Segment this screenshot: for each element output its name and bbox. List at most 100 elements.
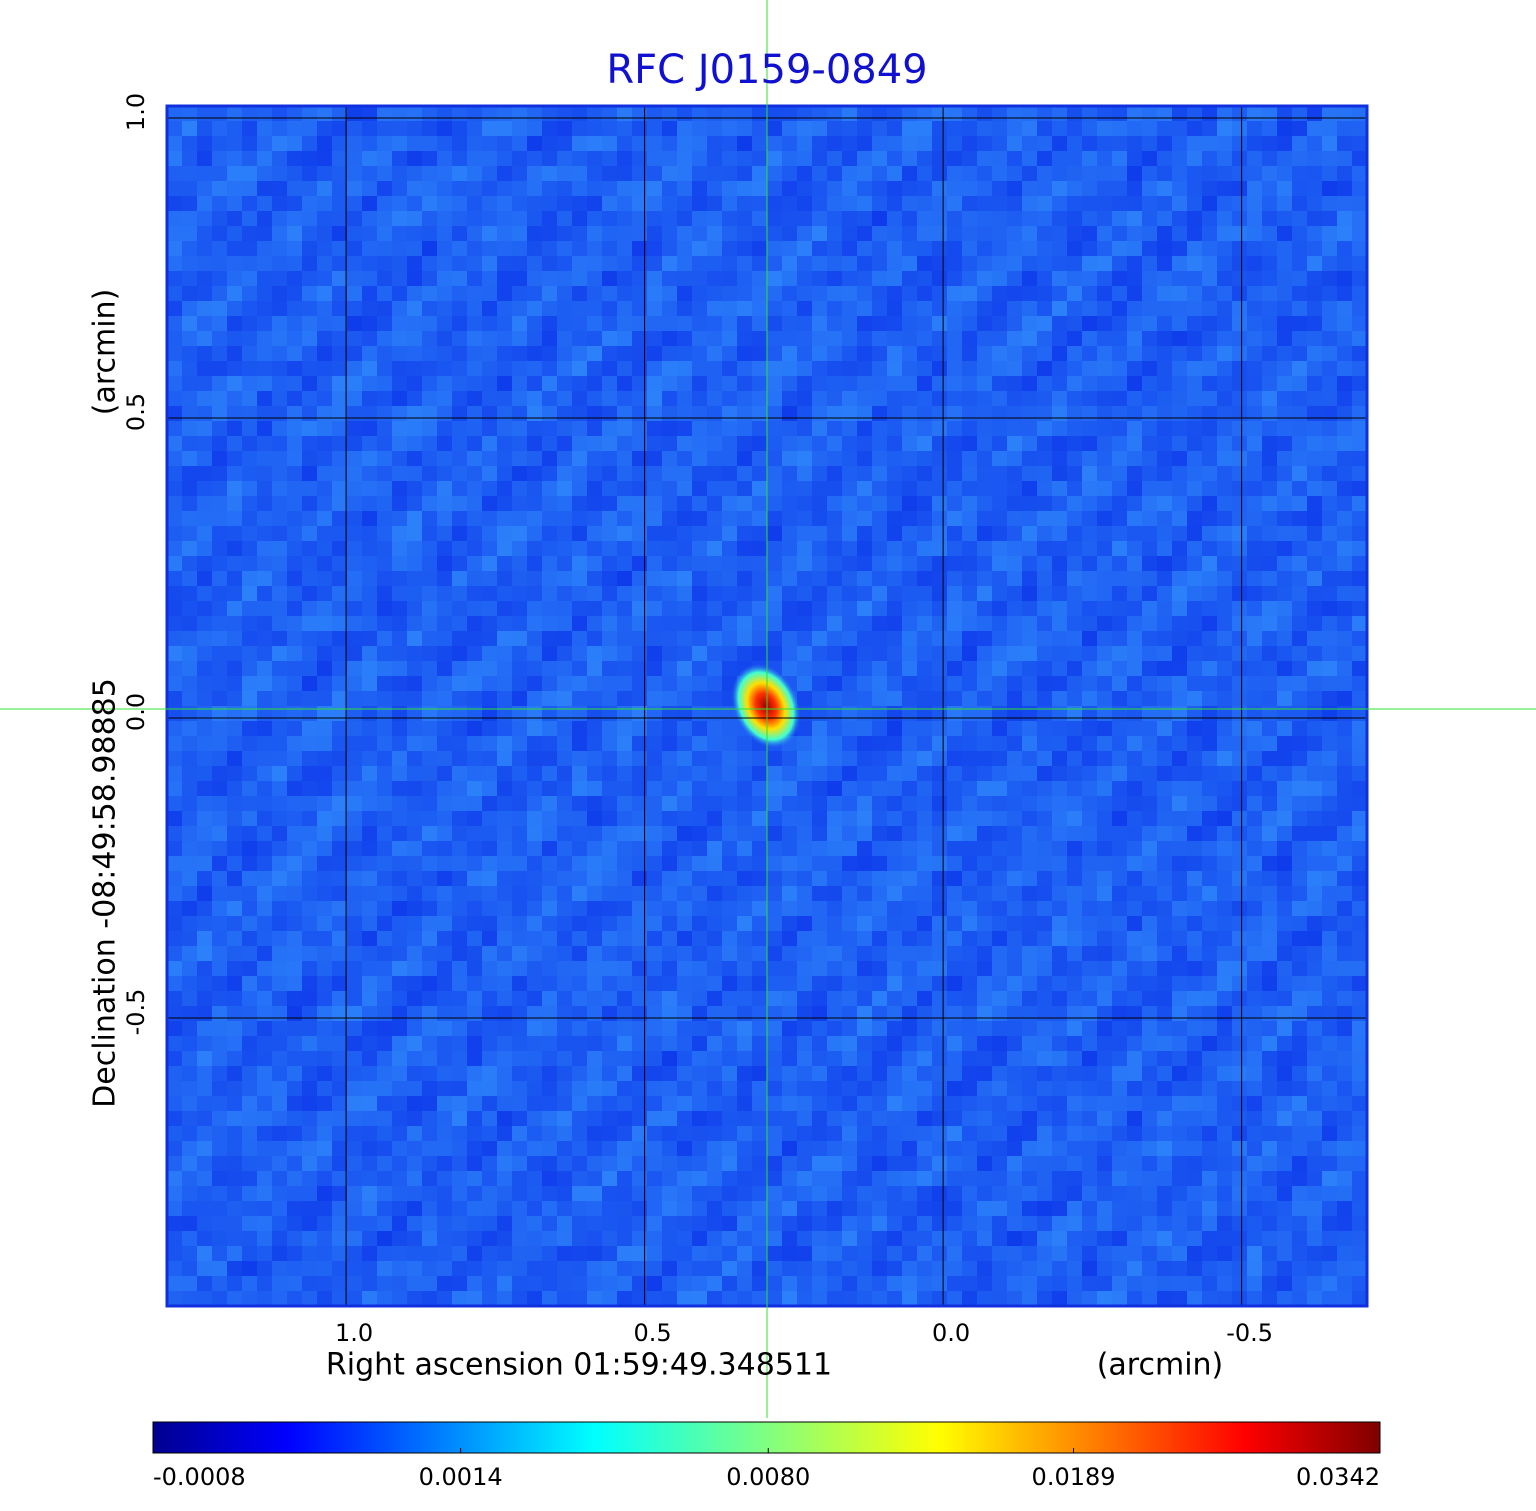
pixel bbox=[302, 1201, 318, 1217]
pixel bbox=[512, 721, 528, 737]
pixel bbox=[332, 541, 348, 557]
pixel bbox=[392, 796, 408, 812]
pixel bbox=[857, 1081, 873, 1097]
pixel bbox=[632, 376, 648, 392]
pixel bbox=[227, 1021, 243, 1037]
pixel bbox=[332, 646, 348, 662]
pixel bbox=[827, 1156, 843, 1172]
pixel bbox=[902, 616, 918, 632]
pixel bbox=[332, 1231, 348, 1247]
pixel bbox=[917, 421, 933, 437]
pixel bbox=[437, 436, 453, 452]
pixel bbox=[287, 241, 303, 257]
pixel bbox=[872, 886, 888, 902]
pixel bbox=[182, 526, 198, 542]
pixel bbox=[992, 871, 1008, 887]
pixel bbox=[482, 826, 498, 842]
pixel bbox=[1082, 1261, 1098, 1277]
pixel bbox=[752, 466, 768, 482]
pixel bbox=[797, 946, 813, 962]
pixel bbox=[887, 526, 903, 542]
pixel bbox=[647, 556, 663, 572]
pixel bbox=[917, 331, 933, 347]
pixel bbox=[947, 766, 963, 782]
pixel bbox=[827, 1036, 843, 1052]
pixel bbox=[557, 571, 573, 587]
pixel bbox=[227, 646, 243, 662]
pixel bbox=[422, 151, 438, 167]
pixel bbox=[827, 586, 843, 602]
pixel bbox=[857, 271, 873, 287]
pixel bbox=[317, 1081, 333, 1097]
pixel bbox=[932, 1006, 948, 1022]
pixel bbox=[467, 256, 483, 272]
pixel bbox=[272, 406, 288, 422]
pixel bbox=[827, 166, 843, 182]
pixel bbox=[362, 1201, 378, 1217]
pixel bbox=[212, 556, 228, 572]
pixel bbox=[302, 136, 318, 152]
pixel bbox=[902, 331, 918, 347]
pixel bbox=[257, 1021, 273, 1037]
pixel bbox=[422, 646, 438, 662]
pixel bbox=[542, 736, 558, 752]
pixel bbox=[587, 811, 603, 827]
pixel bbox=[482, 796, 498, 812]
pixel bbox=[542, 226, 558, 242]
pixel bbox=[947, 781, 963, 797]
pixel bbox=[992, 616, 1008, 632]
pixel bbox=[482, 751, 498, 767]
pixel bbox=[1052, 151, 1068, 167]
pixel bbox=[602, 706, 618, 722]
pixel bbox=[257, 781, 273, 797]
pixel bbox=[962, 841, 978, 857]
pixel bbox=[992, 1156, 1008, 1172]
pixel bbox=[227, 976, 243, 992]
pixel bbox=[482, 976, 498, 992]
pixel bbox=[827, 106, 843, 122]
pixel bbox=[347, 676, 363, 692]
pixel bbox=[347, 151, 363, 167]
pixel bbox=[1067, 1021, 1083, 1037]
pixel bbox=[812, 1066, 828, 1082]
pixel bbox=[332, 181, 348, 197]
pixel bbox=[467, 586, 483, 602]
pixel bbox=[812, 1201, 828, 1217]
pixel bbox=[197, 1186, 213, 1202]
pixel bbox=[362, 556, 378, 572]
pixel bbox=[902, 676, 918, 692]
pixel bbox=[632, 526, 648, 542]
pixel bbox=[1052, 541, 1068, 557]
pixel bbox=[1067, 136, 1083, 152]
pixel bbox=[722, 931, 738, 947]
pixel bbox=[482, 1276, 498, 1292]
pixel bbox=[557, 541, 573, 557]
pixel bbox=[257, 901, 273, 917]
pixel bbox=[947, 436, 963, 452]
pixel bbox=[677, 856, 693, 872]
pixel bbox=[332, 1201, 348, 1217]
pixel bbox=[662, 346, 678, 362]
pixel bbox=[407, 1261, 423, 1277]
pixel bbox=[587, 646, 603, 662]
pixel bbox=[902, 706, 918, 722]
pixel bbox=[977, 1276, 993, 1292]
pixel bbox=[362, 691, 378, 707]
pixel bbox=[227, 1261, 243, 1277]
pixel bbox=[212, 1021, 228, 1037]
pixel bbox=[557, 181, 573, 197]
pixel bbox=[452, 526, 468, 542]
pixel bbox=[647, 436, 663, 452]
pixel bbox=[1007, 241, 1023, 257]
pixel bbox=[452, 1171, 468, 1187]
pixel bbox=[842, 871, 858, 887]
pixel bbox=[1082, 706, 1098, 722]
pixel bbox=[332, 256, 348, 272]
pixel bbox=[392, 1006, 408, 1022]
pixel bbox=[197, 661, 213, 677]
pixel bbox=[347, 121, 363, 137]
pixel bbox=[527, 766, 543, 782]
pixel bbox=[452, 271, 468, 287]
pixel bbox=[977, 661, 993, 677]
pixel bbox=[257, 661, 273, 677]
